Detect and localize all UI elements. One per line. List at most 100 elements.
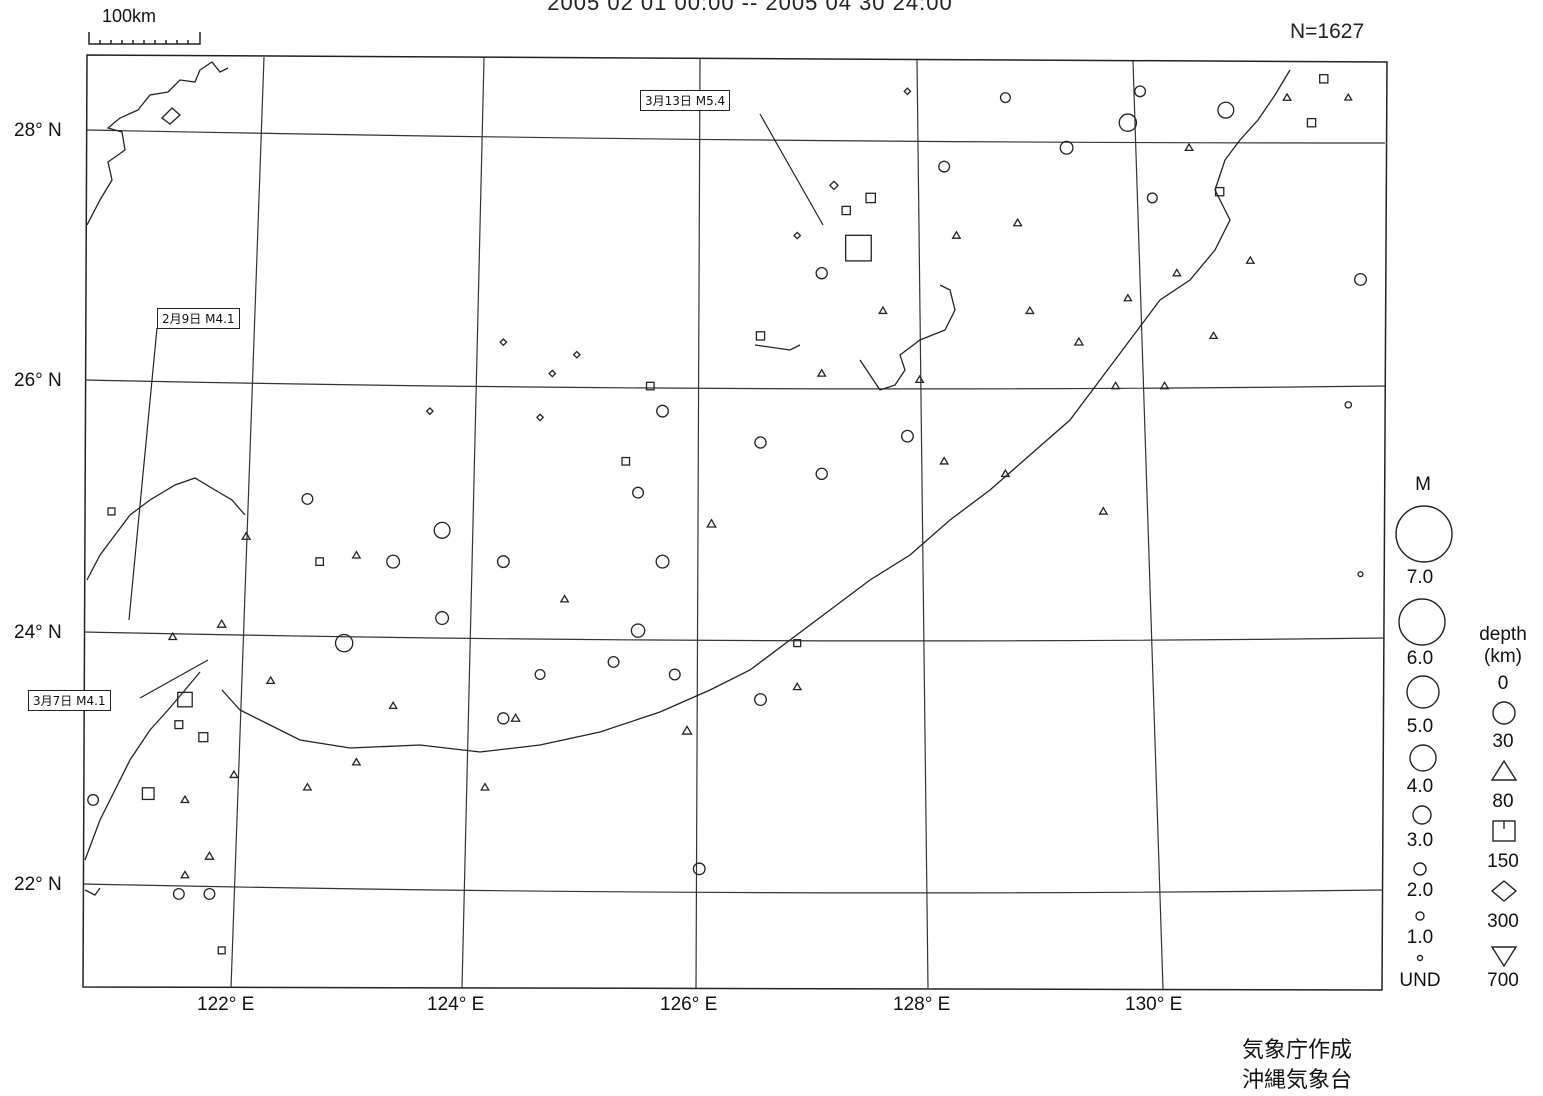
event-marker-71 [198, 732, 209, 743]
event-marker-47 [939, 456, 950, 465]
event-marker-75 [755, 331, 766, 341]
event-marker-21 [754, 436, 767, 449]
event-marker-81 [645, 381, 655, 391]
legend-depth-label-150: 150 [1487, 851, 1519, 872]
event-marker-20 [656, 404, 669, 418]
event-marker-49 [180, 794, 190, 804]
lon-label-128: 128° E [893, 994, 951, 1015]
event-marker-17 [632, 486, 645, 499]
event-marker-46 [1098, 506, 1109, 515]
event-marker-69 [914, 374, 925, 384]
event-marker-34 [216, 618, 227, 628]
event-marker-14 [754, 693, 767, 707]
event-marker-35 [706, 518, 717, 528]
credit-jma: 気象庁作成 [1242, 1038, 1353, 1063]
event-marker-7 [435, 611, 450, 626]
event-marker-43 [351, 550, 362, 559]
event-marker-22 [172, 887, 185, 900]
legend-mag-label-1: 1.0 [1406, 927, 1434, 948]
events-layer [87, 74, 1367, 955]
legend-depth-inverted-triangle [1490, 946, 1518, 968]
callout-mar13: 3月13日 M5.4 [640, 90, 731, 111]
event-marker-4 [630, 623, 646, 638]
legend-depth-label-300: 300 [1487, 911, 1519, 932]
legend-depth-label-0: 0 [1497, 673, 1509, 694]
event-marker-61 [1110, 381, 1121, 390]
legend-mag-und [1416, 954, 1424, 962]
event-marker-13 [497, 712, 510, 725]
event-marker-93 [1344, 401, 1353, 409]
event-marker-70 [241, 531, 252, 540]
event-marker-1 [433, 521, 451, 539]
event-marker-68 [878, 305, 888, 315]
event-marker-5 [496, 555, 510, 569]
event-marker-67 [792, 681, 803, 691]
lat-label-28: 28° N [14, 120, 62, 141]
legend-depth-label-30: 30 [1492, 731, 1514, 752]
event-marker-55 [302, 782, 313, 791]
scale-bar [88, 32, 201, 45]
legend-mag-label-4: 4.0 [1406, 776, 1434, 797]
legend-magnitude-title: M [1415, 474, 1431, 495]
event-marker-59 [816, 368, 827, 377]
lat-label-22: 22° N [14, 874, 62, 895]
time-range-title: 2005 02 01 00:00 -- 2005 04 30 24:00 [547, 0, 953, 15]
event-marker-82 [315, 557, 325, 567]
event-marker-38 [1012, 217, 1023, 227]
legend-mag-label-2: 2.0 [1406, 880, 1434, 901]
legend-depth-label-80: 80 [1492, 791, 1514, 812]
event-marker-92 [536, 413, 545, 422]
event-marker-42 [265, 675, 276, 685]
event-marker-3 [1217, 101, 1235, 119]
event-marker-78 [1319, 74, 1329, 84]
event-marker-57 [951, 230, 962, 239]
event-marker-60 [1123, 293, 1133, 302]
event-marker-53 [480, 782, 490, 791]
legend-mag-5 [1406, 675, 1440, 709]
lon-label-124: 124° E [427, 994, 485, 1015]
legend-mag-1 [1415, 911, 1425, 921]
event-marker-64 [1282, 92, 1292, 101]
event-marker-66 [1171, 268, 1182, 277]
event-marker-72 [174, 720, 184, 730]
legend-symbols [1395, 505, 1518, 968]
event-marker-27 [1146, 192, 1158, 204]
graticule [83, 56, 1386, 990]
event-marker-50 [204, 850, 215, 860]
event-marker-10 [845, 234, 872, 262]
lat-label-24: 24° N [14, 622, 62, 643]
event-marker-6 [386, 554, 401, 569]
event-marker-77 [1306, 117, 1317, 128]
event-marker-86 [793, 231, 802, 240]
event-marker-36 [1073, 336, 1085, 346]
event-marker-19 [900, 429, 914, 443]
map-frame [82, 54, 1388, 991]
event-marker-89 [548, 369, 557, 378]
event-marker-80 [793, 639, 802, 648]
legend-mag-label-und: UND [1399, 970, 1441, 991]
event-count: N=1627 [1290, 20, 1365, 43]
event-marker-88 [499, 338, 508, 347]
event-marker-74 [841, 205, 851, 216]
legend-depth-title: depth [1479, 624, 1527, 645]
callout-mar7: 3月7日 M4.1 [28, 690, 111, 711]
event-marker-44 [559, 594, 570, 603]
legend-mag-6 [1398, 598, 1446, 646]
event-marker-15 [692, 862, 706, 876]
event-marker-32 [1134, 85, 1147, 98]
legend-mag-label-3: 3.0 [1406, 830, 1434, 851]
event-marker-40 [681, 725, 693, 735]
legend-mag-label-7: 7.0 [1406, 567, 1434, 588]
event-marker-41 [510, 713, 521, 722]
legend-depth-circle [1492, 701, 1516, 725]
event-marker-33 [999, 92, 1011, 104]
event-marker-16 [1354, 272, 1367, 286]
event-marker-83 [107, 507, 116, 516]
legend-depth-unit: (km) [1484, 646, 1522, 667]
event-marker-9 [655, 554, 670, 569]
legend-depth-label-700: 700 [1487, 970, 1519, 991]
credit-okinawa: 沖縄気象台 [1242, 1068, 1353, 1093]
event-marker-51 [180, 870, 190, 879]
lon-label-122: 122° E [197, 994, 255, 1015]
